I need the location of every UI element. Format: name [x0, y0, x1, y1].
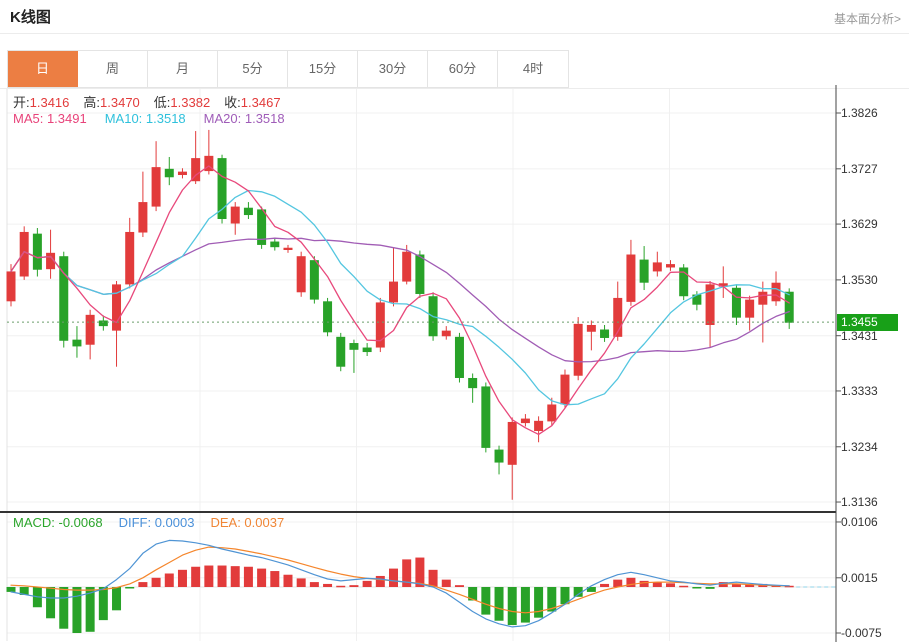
macd-legend: MACD: -0.0068 DIFF: 0.0003 DEA: 0.0037 [13, 515, 300, 530]
axis-tick-label: 1.3234 [841, 439, 878, 454]
close-value: 1.3467 [240, 95, 281, 110]
open-value: 1.3416 [29, 95, 70, 110]
high-label: 高: [83, 95, 101, 110]
fundamental-analysis-link[interactable]: 基本面分析> [833, 12, 901, 26]
period-tabs: 日周月 5分 15分 30分 60分 4时 [7, 50, 569, 88]
axis-tick-label: 1.3530 [841, 272, 878, 287]
ma10-value: MA10: 1.3518 [104, 111, 186, 126]
tab-4hour[interactable]: 4时 [498, 51, 568, 87]
axis-tick-label: 1.3431 [841, 328, 878, 343]
axis-tick-label: 1.3629 [841, 217, 878, 232]
axis-tick-label: 1.3826 [841, 106, 878, 120]
tab-5min[interactable]: 5分 [218, 51, 288, 87]
low-value: 1.3382 [170, 95, 211, 110]
diff-value: DIFF: 0.0003 [118, 515, 195, 530]
tab-month[interactable]: 月 [148, 51, 218, 87]
tab-week[interactable]: 周 [78, 51, 148, 87]
close-label: 收: [224, 95, 241, 110]
axis-tick-label: 0.0106 [841, 514, 878, 529]
macd-value: MACD: -0.0068 [13, 515, 103, 530]
ma5-value: MA5: 1.3491 [13, 111, 87, 126]
tab-30min[interactable]: 30分 [358, 51, 428, 87]
ohlc-legend: 开:1.3416 高:1.3470 低:1.3382 收:1.3467 [13, 92, 295, 111]
low-label: 低: [153, 95, 171, 110]
axis-tick-label: 0.0015 [841, 570, 878, 585]
tab-15min[interactable]: 15分 [288, 51, 358, 87]
high-value: 1.3470 [100, 95, 140, 110]
open-label: 开: [13, 95, 30, 110]
ma-legend: MA5: 1.3491 MA10: 1.3518 MA20: 1.3518 [13, 111, 303, 126]
ma20-value: MA20: 1.3518 [203, 111, 285, 126]
axis-tick-label: 1.3727 [841, 161, 878, 176]
chart-top-border [0, 88, 909, 89]
dea-value: DEA: 0.0037 [210, 515, 285, 530]
axis-tick-label: 1.3136 [841, 495, 878, 510]
axis-tick-label: 1.3333 [841, 383, 878, 398]
header-divider [0, 33, 909, 34]
current-price-badge: 1.3455 [837, 313, 898, 331]
axis-tick-label: -0.0075 [841, 626, 882, 640]
tab-day[interactable]: 日 [8, 51, 78, 87]
page-title: K线图 [10, 9, 51, 26]
tab-60min[interactable]: 60分 [428, 51, 498, 87]
